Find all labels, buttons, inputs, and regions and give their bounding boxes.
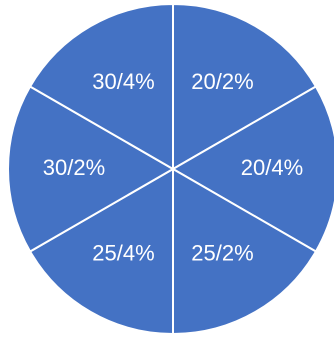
pie-slice-label-4: 25/4%	[92, 241, 154, 266]
pie-slice-1	[172, 3, 317, 170]
pie-slice-label-3: 25/2%	[191, 241, 253, 266]
pie-slice-label-5: 30/2%	[43, 155, 105, 180]
pie-slice-4	[29, 168, 174, 335]
pie-slice-6	[29, 3, 174, 170]
pie-slice-label-6: 30/4%	[92, 69, 154, 94]
pie-slice-5	[7, 85, 174, 253]
pie-slice-2	[172, 85, 334, 253]
pie-slice-label-2: 20/4%	[241, 155, 303, 180]
pie-slice-label-1: 20/2%	[191, 69, 253, 94]
pie-slice-3	[172, 168, 317, 335]
